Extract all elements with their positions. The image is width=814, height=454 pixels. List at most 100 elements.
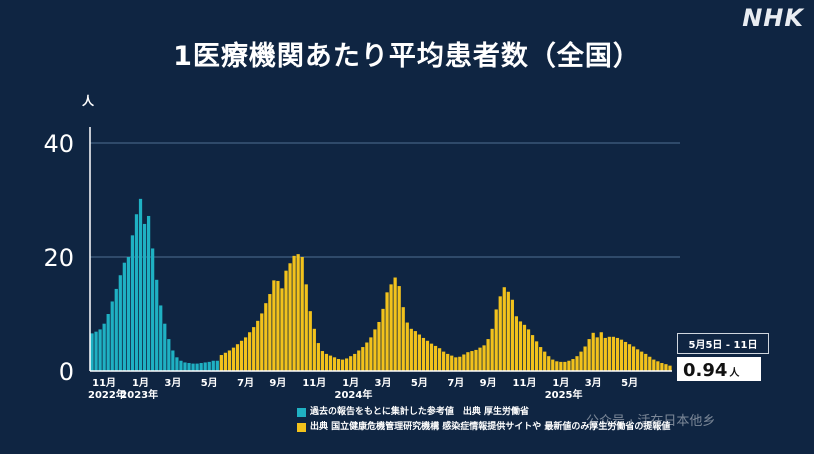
latest-value: 0.94: [683, 360, 728, 381]
watermark: 公众号 · 活在日本他乡: [586, 414, 716, 429]
axes: [89, 127, 672, 372]
bar-s1-w96: [478, 347, 482, 371]
bar-s0-w29: [207, 361, 211, 371]
bar-s0-w12: [138, 198, 143, 371]
bar-s1-w97: [482, 345, 486, 371]
bar-s1-w136: [640, 351, 644, 371]
bar-s0-w18: [163, 323, 167, 371]
bar-s1-w81: [417, 334, 422, 371]
bar-s1-w60: [332, 357, 337, 371]
bars: [90, 198, 672, 371]
bar-s0-w25: [191, 363, 195, 371]
bar-s1-w73: [385, 292, 389, 371]
bar-s1-w111: [539, 347, 543, 371]
bar-s1-w42: [260, 313, 264, 371]
bar-s0-w11: [134, 214, 139, 371]
bar-s1-w78: [405, 322, 409, 371]
x-tick-label-4: 7月: [237, 377, 254, 389]
bar-s0-w23: [183, 362, 187, 371]
bar-s1-w134: [631, 346, 636, 371]
bar-s1-w43: [264, 303, 268, 371]
bar-s1-w89: [450, 355, 454, 371]
bar-s1-w84: [429, 343, 434, 371]
bar-s1-w52: [300, 257, 304, 371]
y-tick-label-20: 20: [43, 244, 74, 272]
bar-s1-w126: [599, 332, 603, 371]
bar-s1-w65: [353, 353, 357, 371]
bar-s1-w57: [320, 351, 325, 371]
bar-s0-w5: [110, 301, 114, 371]
x-tick-label-2: 3月: [164, 377, 181, 389]
bar-s0-w26: [195, 363, 199, 371]
grid-lines: [90, 142, 680, 258]
bar-s1-w32: [219, 355, 223, 371]
bar-s1-w35: [231, 347, 236, 371]
bar-s1-w39: [248, 332, 252, 371]
bar-s1-w64: [349, 356, 353, 371]
x-tick-label-8: 3月: [375, 377, 392, 389]
bar-s1-w82: [421, 337, 426, 371]
bar-s1-w54: [308, 311, 312, 371]
bar-s1-w66: [357, 350, 361, 371]
bar-s1-w86: [437, 348, 442, 371]
bar-s1-w135: [636, 349, 640, 371]
bar-s1-w128: [607, 336, 611, 371]
bar-s1-w100: [494, 309, 498, 371]
bar-s1-w41: [256, 320, 260, 371]
bar-s1-w132: [623, 341, 628, 371]
latest-date-label: 5月5日 - 11日: [677, 333, 769, 354]
bar-s1-w114: [551, 359, 555, 371]
bar-s1-w92: [462, 354, 466, 371]
bar-s1-w61: [336, 359, 341, 371]
bar-s0-w8: [122, 262, 126, 371]
bar-s1-w51: [296, 254, 300, 371]
bar-s1-w70: [373, 329, 377, 371]
bar-s1-w95: [474, 349, 478, 371]
bar-s1-w80: [413, 331, 417, 371]
bar-s1-w113: [547, 356, 551, 371]
bar-s0-w1: [94, 331, 98, 371]
nhk-logo: NHK: [742, 4, 804, 32]
bar-s1-w104: [510, 299, 514, 371]
bar-s0-w13: [142, 223, 147, 371]
x-tick-label-1: 1月: [132, 377, 149, 389]
bar-s1-w47: [280, 288, 284, 371]
legend-label-reference: 過去の報告をもとに集計した参考値 出典 厚生労働省: [310, 407, 529, 417]
bar-s1-w115: [555, 361, 559, 371]
bar-s1-w112: [543, 351, 547, 371]
x-tick-label-5: 9月: [269, 377, 286, 389]
bar-s1-w129: [611, 336, 616, 371]
year-label-3: 2025年: [545, 388, 583, 401]
bar-s1-w87: [442, 351, 446, 371]
bar-s1-w117: [563, 361, 567, 371]
bar-s0-w31: [215, 360, 219, 371]
bar-s1-w107: [522, 324, 527, 371]
bar-s0-w30: [211, 360, 215, 371]
bar-s1-w62: [340, 359, 345, 371]
bar-s1-w127: [603, 337, 607, 371]
bar-s1-w106: [518, 321, 523, 371]
y-tick-label-0: 0: [59, 358, 74, 386]
legend-swatch-yellow: [297, 423, 306, 432]
bar-s0-w28: [203, 362, 207, 371]
bar-s1-w105: [514, 316, 519, 371]
bar-s1-w133: [627, 344, 632, 371]
legend-label-jihs: 出典 国立健康危機管理研究機構 感染症情報提供サイトや 最新値のみ厚生労働省の提…: [310, 422, 671, 432]
legend-item-reference: 過去の報告をもとに集計した参考値 出典 厚生労働省: [297, 405, 670, 420]
bar-s1-w103: [506, 291, 510, 371]
x-tick-label-0: 11月: [92, 377, 116, 389]
bar-s1-w119: [571, 359, 575, 371]
bar-s1-w118: [567, 360, 571, 371]
bar-s1-w99: [490, 328, 494, 371]
x-tick-label-9: 5月: [411, 377, 428, 389]
y-tick-label-40: 40: [43, 130, 74, 158]
bar-s0-w2: [98, 329, 102, 371]
x-tick-label-6: 11月: [302, 377, 326, 389]
bar-s1-w130: [615, 337, 620, 371]
bar-s1-w110: [534, 341, 539, 371]
bar-s1-w48: [284, 270, 288, 371]
bar-s1-w98: [486, 339, 490, 371]
bar-s0-w10: [130, 235, 135, 371]
bar-s1-w101: [498, 296, 502, 371]
